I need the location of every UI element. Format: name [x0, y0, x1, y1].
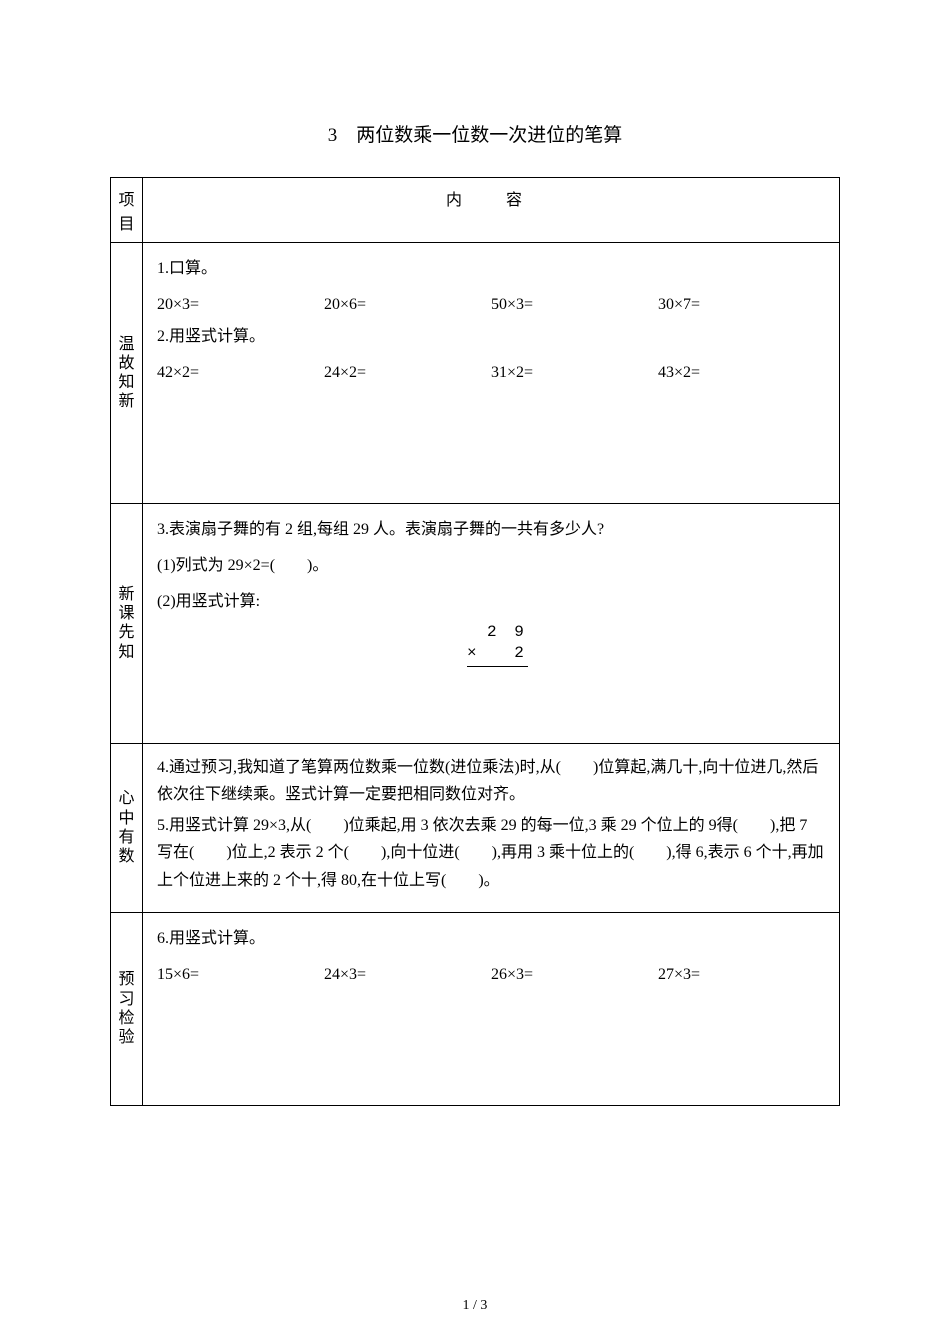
header-content-label: 内 容	[147, 186, 835, 210]
vertical-calculation: 2 9 × 2	[467, 622, 528, 667]
header-col2: 内 容	[143, 178, 840, 243]
calc-line1: 2 9	[487, 623, 528, 641]
worksheet-table: 项目 内 容 温 故 知 新 1.口算。 20×3= 20×6= 50×3= 3…	[110, 177, 840, 1106]
section4-label: 预 习 检 验	[111, 912, 143, 1105]
calc-item: 24×2=	[324, 357, 491, 389]
label-char: 中	[113, 809, 140, 828]
label-char: 新	[113, 392, 140, 411]
section-row-2: 新 课 先 知 3.表演扇子舞的有 2 组,每组 29 人。表演扇子舞的一共有多…	[111, 504, 840, 744]
label-char: 心	[113, 789, 140, 808]
page-number: 1 / 3	[0, 1298, 950, 1314]
calc-item: 26×3=	[491, 959, 658, 991]
section2-content: 3.表演扇子舞的有 2 组,每组 29 人。表演扇子舞的一共有多少人? (1)列…	[143, 504, 840, 744]
section4-content: 6.用竖式计算。 15×6= 24×3= 26×3= 27×3=	[143, 912, 840, 1105]
s1-row2: 42×2= 24×2= 31×2= 43×2=	[157, 357, 825, 389]
calc-item: 43×2=	[658, 357, 825, 389]
spacer	[157, 669, 825, 729]
label-char: 课	[113, 604, 140, 623]
calc-item: 27×3=	[658, 959, 825, 991]
section3-label: 心 中 有 数	[111, 743, 143, 912]
section3-label-text: 心 中 有 数	[113, 789, 140, 866]
label-char: 检	[113, 1009, 140, 1028]
calc-item: 30×7=	[658, 289, 825, 321]
s2-p2: (1)列式为 29×2=( )。	[157, 550, 825, 582]
s4-p1: 6.用竖式计算。	[157, 923, 825, 955]
section1-label-text: 温 故 知 新	[113, 335, 140, 412]
label-char: 数	[113, 847, 140, 866]
s2-p1: 3.表演扇子舞的有 2 组,每组 29 人。表演扇子舞的一共有多少人?	[157, 514, 825, 546]
calc-item: 20×3=	[157, 289, 324, 321]
s3-p1: 4.通过预习,我知道了笔算两位数乘一位数(进位乘法)时,从( )位算起,满几十,…	[157, 754, 825, 808]
label-char: 习	[113, 990, 140, 1009]
section4-label-text: 预 习 检 验	[113, 970, 140, 1047]
spacer	[157, 389, 825, 489]
label-char: 温	[113, 335, 140, 354]
header-col1: 项目	[111, 178, 143, 243]
label-char: 知	[113, 373, 140, 392]
s4-row1: 15×6= 24×3= 26×3= 27×3=	[157, 959, 825, 991]
calc-item: 42×2=	[157, 357, 324, 389]
s1-p2: 2.用竖式计算。	[157, 321, 825, 353]
section-row-3: 心 中 有 数 4.通过预习,我知道了笔算两位数乘一位数(进位乘法)时,从( )…	[111, 743, 840, 912]
s1-p1: 1.口算。	[157, 253, 825, 285]
section-row-4: 预 习 检 验 6.用竖式计算。 15×6= 24×3= 26×3= 27×3=	[111, 912, 840, 1105]
section2-label-text: 新 课 先 知	[113, 585, 140, 662]
calc-line2: × 2	[467, 643, 528, 667]
table-header-row: 项目 内 容	[111, 178, 840, 243]
calc-item: 31×2=	[491, 357, 658, 389]
s1-row1: 20×3= 20×6= 50×3= 30×7=	[157, 289, 825, 321]
calc-item: 20×6=	[324, 289, 491, 321]
section1-label: 温 故 知 新	[111, 243, 143, 504]
section2-label: 新 课 先 知	[111, 504, 143, 744]
label-char: 新	[113, 585, 140, 604]
s2-p3: (2)用竖式计算:	[157, 586, 825, 618]
label-char: 故	[113, 354, 140, 373]
calc-item: 15×6=	[157, 959, 324, 991]
document-title: 3 两位数乘一位数一次进位的笔算	[110, 120, 840, 147]
calc-item: 50×3=	[491, 289, 658, 321]
label-char: 验	[113, 1028, 140, 1047]
label-char: 知	[113, 643, 140, 662]
label-char: 有	[113, 828, 140, 847]
s3-p2: 5.用竖式计算 29×3,从( )位乘起,用 3 依次去乘 29 的每一位,3 …	[157, 812, 825, 894]
label-char: 预	[113, 970, 140, 989]
section-row-1: 温 故 知 新 1.口算。 20×3= 20×6= 50×3= 30×7= 2.…	[111, 243, 840, 504]
spacer	[157, 991, 825, 1091]
label-char: 先	[113, 623, 140, 642]
section3-content: 4.通过预习,我知道了笔算两位数乘一位数(进位乘法)时,从( )位算起,满几十,…	[143, 743, 840, 912]
calc-item: 24×3=	[324, 959, 491, 991]
section1-content: 1.口算。 20×3= 20×6= 50×3= 30×7= 2.用竖式计算。 4…	[143, 243, 840, 504]
